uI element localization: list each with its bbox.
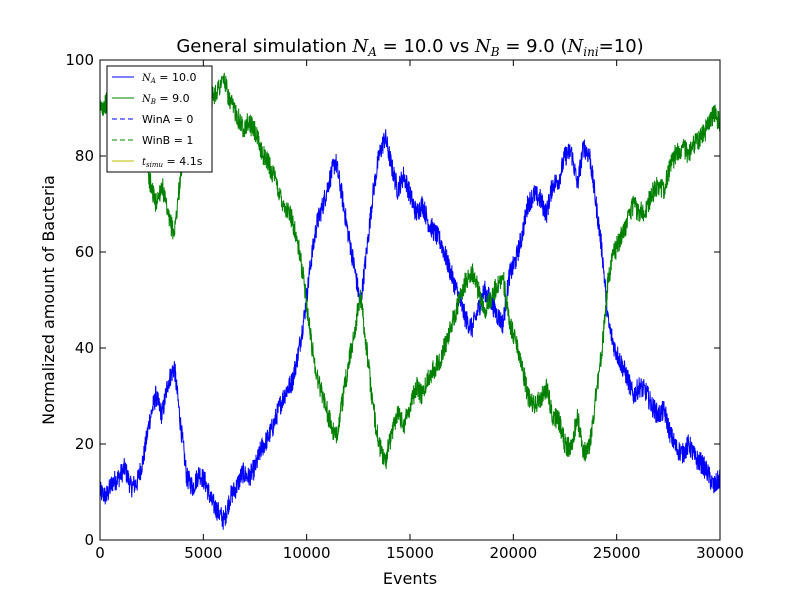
title-nini-value: =10) [599,36,644,57]
y-tick-label: 20 [75,435,94,453]
x-tick-label: 10000 [283,544,331,562]
y-tick-label: 100 [65,51,94,69]
chart-title: General simulation NA = 10.0 vs NB = 9.0… [176,36,643,59]
x-axis-label: Events [383,569,437,588]
legend-label-4: tsimu = 4.1s [142,155,203,169]
x-tick-label: 15000 [386,544,434,562]
x-tick-label: 30000 [696,544,744,562]
x-tick-label: 5000 [184,544,222,562]
title-prefix: General simulation [176,36,352,57]
x-tick-label: 0 [95,544,105,562]
y-axis: 0 20 40 60 80 100 [65,51,720,549]
x-axis: 0 5000 10000 15000 20000 25000 30000 [95,60,744,562]
title-nb-value: = 9.0 ( [500,36,568,57]
x-tick-label: 25000 [593,544,641,562]
legend-label-3: WinB = 1 [142,134,193,147]
title-nb-subscript: B [490,45,500,59]
y-tick-label: 40 [75,339,94,357]
title-nb-symbol: N [474,36,492,57]
legend: NA = 10.0 NB = 9.0 WinA = 0 WinB = 1 tsimu =… [106,65,213,173]
legend-label-2: WinA = 0 [142,113,193,126]
title-nini-symbol: N [567,36,585,57]
y-axis-label: Normalized amount of Bacteria [39,175,58,425]
series-line-0 [100,129,720,530]
legend-label-0: NA = 10.0 [141,71,197,85]
title-na-subscript: A [367,45,377,59]
x-tick-label: 20000 [489,544,537,562]
y-tick-label: 80 [75,147,94,165]
title-na-value: = 10.0 vs [377,36,475,57]
y-tick-label: 60 [75,243,94,261]
title-nini-subscript: ini [583,45,599,59]
title-na-symbol: N [352,36,370,57]
y-tick-label: 0 [84,531,94,549]
legend-label-1: NB = 9.0 [141,92,190,106]
